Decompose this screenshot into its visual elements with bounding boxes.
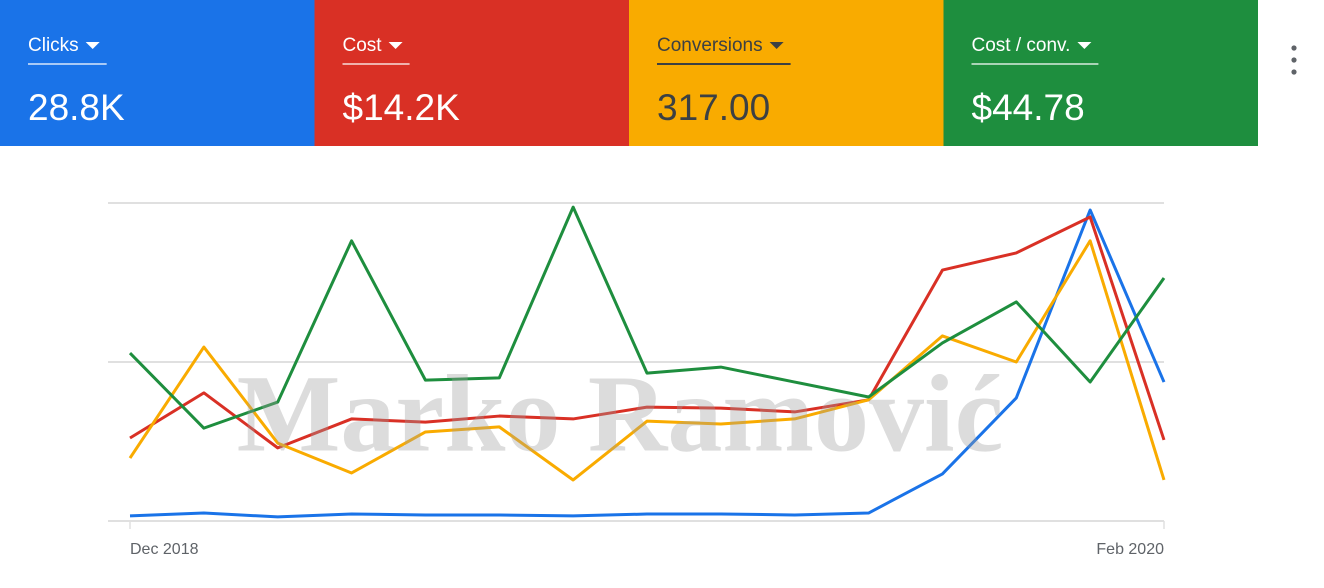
metric-card	[629, 0, 944, 146]
x-tick-label: Feb 2020	[1096, 541, 1164, 558]
metric-card	[943, 0, 1258, 146]
dropdown-arrow[interactable]	[388, 42, 403, 49]
metric-label[interactable]: Cost / conv.	[972, 35, 1071, 56]
x-tick-label: Dec 2018	[130, 541, 199, 558]
watermark: Marko Ramović	[237, 352, 1004, 474]
metric-value: $14.2K	[343, 87, 461, 128]
metric-label[interactable]: Clicks	[28, 35, 79, 56]
metric-value: $44.78	[972, 87, 1085, 128]
dropdown-arrow[interactable]	[769, 42, 784, 49]
series-line	[129, 208, 1166, 519]
metric-card	[0, 0, 315, 146]
metric-label[interactable]: Cost	[343, 35, 383, 56]
dropdown-arrow[interactable]	[1077, 42, 1092, 49]
series-line	[128, 239, 1166, 482]
kebab-menu[interactable]	[1291, 45, 1297, 75]
metric-value: 317.00	[657, 87, 770, 128]
series-line	[128, 205, 1166, 430]
dropdown-arrow[interactable]	[85, 42, 100, 49]
metric-label[interactable]: Conversions	[657, 35, 763, 56]
metric-value: 28.8K	[28, 87, 125, 128]
metric-card	[314, 0, 629, 146]
series-line	[129, 215, 1166, 450]
